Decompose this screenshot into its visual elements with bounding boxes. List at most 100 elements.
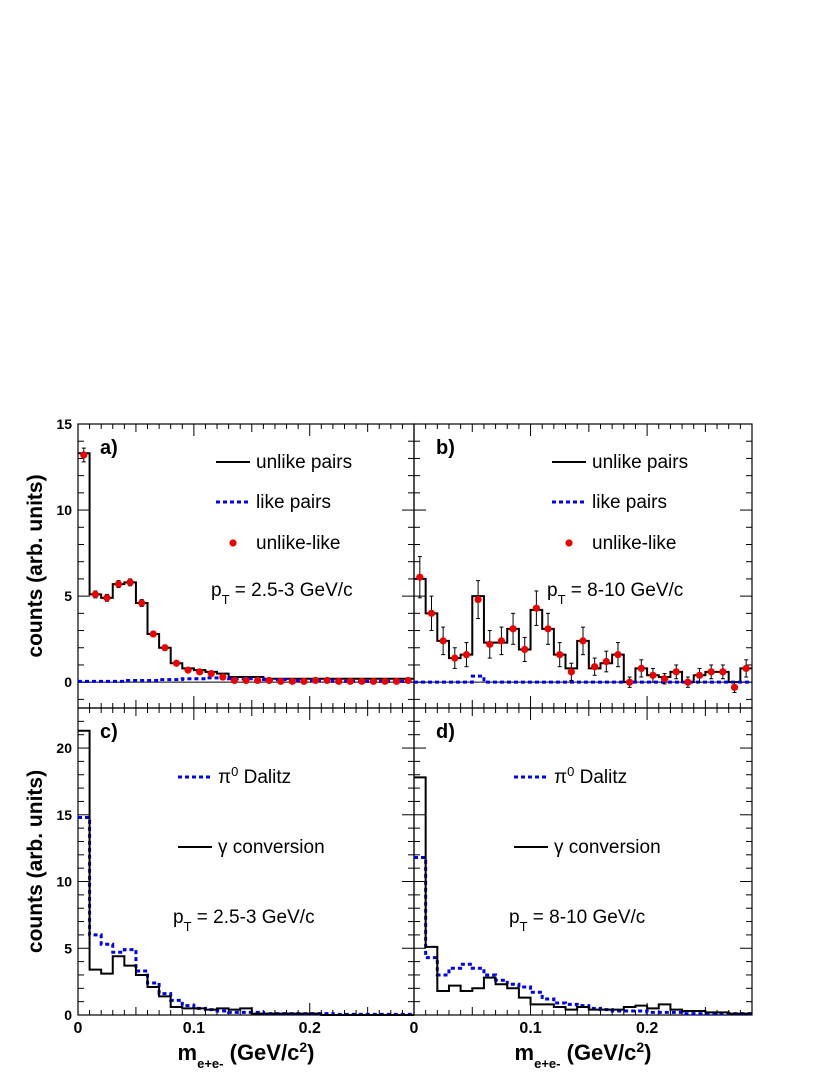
series-1 — [414, 674, 752, 684]
legend-entry: unlike pairs — [552, 452, 688, 473]
text-part: p — [211, 580, 222, 601]
panel-label: d) — [436, 721, 455, 743]
text-part: 0 — [567, 764, 574, 779]
plot-frame — [413, 707, 753, 1016]
legend-entry: γ conversion — [178, 837, 325, 858]
legend-label: like pairs — [592, 492, 667, 513]
text-part: p — [547, 580, 558, 601]
data-point — [637, 664, 645, 673]
data-point — [149, 630, 157, 638]
y-tick-label: 10 — [56, 874, 72, 890]
y-tick-label: 10 — [56, 502, 72, 518]
legend-label: γ conversion — [218, 837, 325, 858]
data-point — [242, 676, 250, 685]
text-part: T — [184, 919, 192, 934]
legend: π0 Dalitz γ conversion — [514, 764, 661, 858]
series-1 — [414, 776, 752, 1015]
legend-marker — [565, 539, 573, 547]
data-point — [730, 683, 739, 691]
y-axis-label: counts (arb. units) — [24, 770, 47, 953]
data-point — [207, 669, 215, 678]
data-point — [626, 678, 634, 686]
legend-entry: like pairs — [552, 492, 667, 513]
series-line — [414, 674, 752, 684]
data-point — [451, 654, 459, 662]
data-point — [80, 451, 88, 459]
legend-label: unlike-like — [592, 533, 676, 554]
legend-label: like pairs — [256, 492, 331, 513]
panel-label: a) — [100, 437, 118, 459]
text-part: unlike-like — [592, 533, 676, 554]
text-part: = 2.5-3 GeV/c — [192, 907, 315, 928]
text-part: T — [520, 919, 528, 934]
data-point — [567, 668, 575, 676]
y-tick-label: 0 — [64, 1007, 72, 1023]
pt-annotation: pT = 2.5-3 GeV/c — [211, 580, 353, 607]
data-point — [556, 651, 564, 659]
data-point — [742, 664, 750, 673]
data-point — [138, 599, 146, 607]
data-point — [439, 637, 447, 645]
legend-label: π0 Dalitz — [554, 764, 627, 789]
text-part: 2 — [299, 1039, 307, 1055]
data-point — [497, 637, 506, 645]
data-point — [114, 580, 123, 588]
text-part: T — [558, 592, 566, 607]
text-part: ) — [307, 1040, 314, 1065]
data-point — [323, 676, 331, 685]
text-part: like pairs — [592, 492, 667, 513]
data-point — [684, 678, 692, 686]
text-part: like pairs — [256, 492, 331, 513]
data-point — [579, 637, 587, 645]
panel-label: b) — [436, 437, 455, 459]
data-point — [300, 677, 308, 685]
data-point — [427, 609, 436, 617]
legend-entry: π0 Dalitz — [514, 764, 627, 789]
data-point — [393, 677, 401, 685]
plot-frame — [77, 423, 415, 709]
series-1 — [78, 729, 414, 1016]
data-point — [416, 573, 424, 581]
data-point — [486, 640, 494, 648]
data-point — [288, 677, 296, 685]
text-part: p — [509, 907, 520, 928]
plot-frame — [77, 707, 415, 1016]
text-part: e+e- — [197, 1056, 223, 1071]
legend-entry: unlike-like — [229, 533, 340, 554]
data-point — [253, 676, 262, 685]
data-point — [695, 671, 704, 679]
text-part: = 8-10 GeV/c — [566, 580, 684, 601]
series-2 — [416, 556, 750, 694]
data-point — [335, 677, 343, 685]
data-point — [672, 668, 680, 676]
text-part: π — [218, 767, 231, 788]
text-part: γ conversion — [218, 837, 325, 858]
data-point — [230, 676, 239, 685]
y-tick-label: 20 — [56, 740, 72, 756]
legend-entry: unlike-like — [565, 533, 676, 554]
text-part: ) — [644, 1040, 651, 1065]
series-line — [414, 776, 752, 1015]
data-point — [369, 677, 378, 685]
data-point — [346, 677, 354, 685]
x-axis-label: me+e- (GeV/c2) — [178, 1039, 315, 1071]
legend-label: γ conversion — [554, 837, 661, 858]
legend-entry: unlike pairs — [216, 452, 352, 473]
legend-label: unlike pairs — [256, 452, 352, 473]
y-tick-label: 15 — [56, 416, 72, 432]
data-point — [660, 675, 669, 683]
legend: unlike pairs like pairs unlike-like — [216, 452, 352, 554]
y-tick-label: 5 — [64, 940, 72, 956]
data-point — [381, 677, 389, 685]
data-point — [602, 657, 610, 666]
data-point — [91, 590, 99, 599]
legend-entry: like pairs — [216, 492, 331, 513]
data-point — [532, 604, 540, 612]
panel-b: b) unlike pairs like pairs unlike-like pT = … — [413, 423, 753, 709]
x-tick-label: 0.2 — [299, 1020, 321, 1037]
legend-marker — [229, 539, 237, 547]
data-point — [196, 668, 204, 676]
text-part: Dalitz — [238, 767, 291, 788]
